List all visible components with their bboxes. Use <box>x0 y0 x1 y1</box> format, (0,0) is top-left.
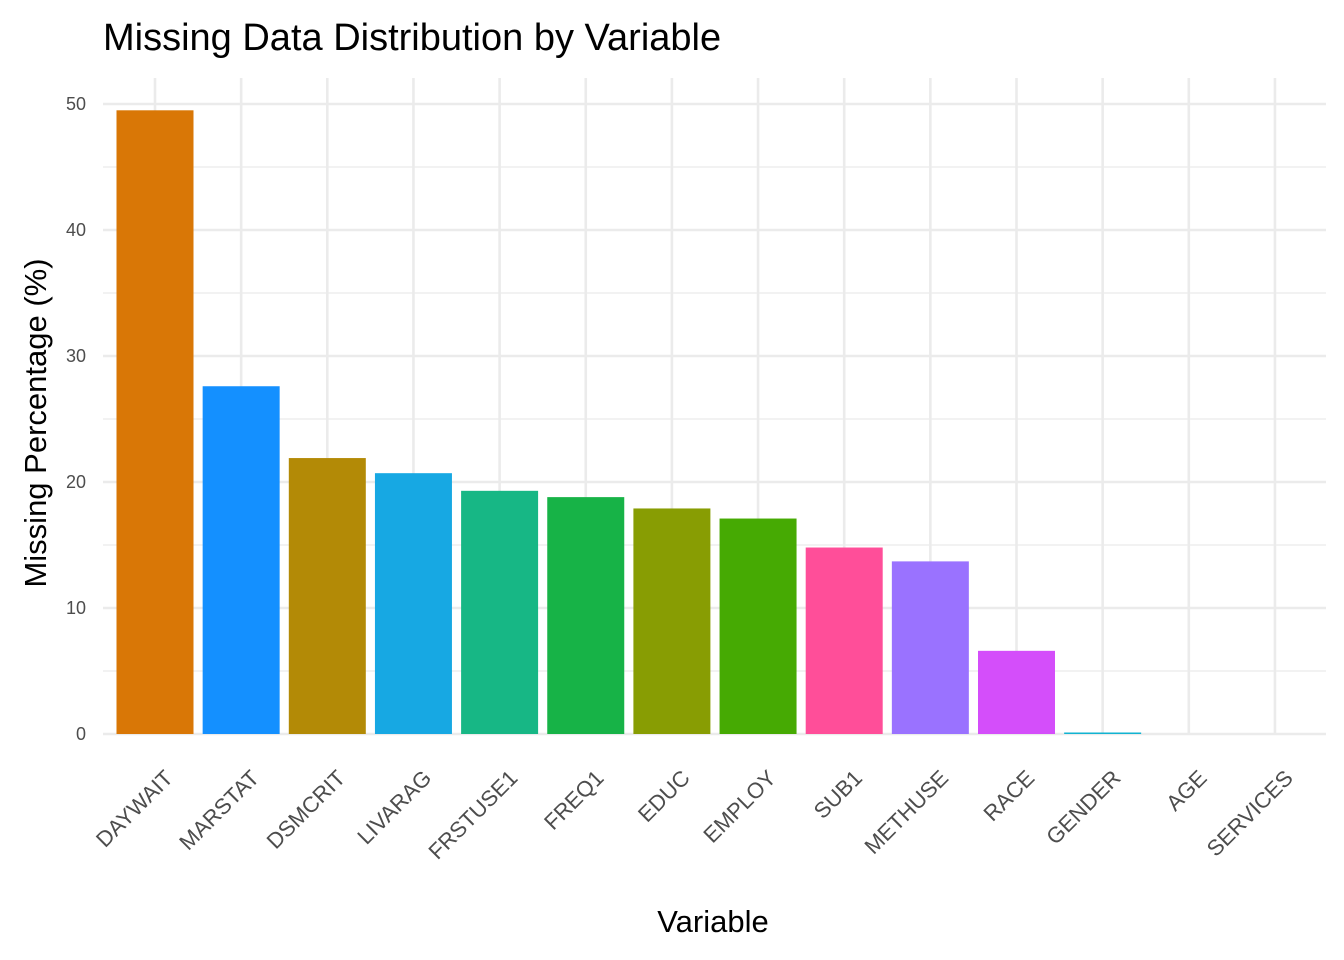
gridlines <box>103 78 1326 736</box>
bar-race <box>978 650 1055 734</box>
bar-marstat <box>202 386 280 734</box>
bar-educ <box>633 508 711 734</box>
x-tick-label: RACE <box>978 765 1039 826</box>
chart-title: Missing Data Distribution by Variable <box>103 17 721 59</box>
x-tick-label: FREQ1 <box>539 765 609 835</box>
x-tick-label: FRSTUSE1 <box>424 765 523 864</box>
x-tick-label: EDUC <box>633 765 695 827</box>
bar-livarag <box>374 473 452 734</box>
x-tick-label: METHUSE <box>859 765 953 859</box>
bar-daywait <box>116 110 194 735</box>
bars <box>116 110 1142 735</box>
bar-employ <box>719 518 797 734</box>
bar-frstuse1 <box>461 490 539 734</box>
y-axis-ticks: 0 10 20 30 40 50 <box>66 94 86 744</box>
x-tick-label: SERVICES <box>1202 765 1298 861</box>
x-tick-label: AGE <box>1161 765 1212 816</box>
y-tick-label: 50 <box>66 94 86 114</box>
x-tick-label: SUB1 <box>809 765 867 823</box>
x-tick-label: LIVARAG <box>352 765 436 849</box>
y-axis-title: Missing Percentage (%) <box>18 258 53 587</box>
bar-gender <box>1064 732 1142 734</box>
y-tick-label: 0 <box>76 724 86 744</box>
x-axis-title: Variable <box>657 904 768 939</box>
bar-freq1 <box>547 497 625 734</box>
x-tick-label: GENDER <box>1041 765 1125 849</box>
y-tick-label: 40 <box>66 220 86 240</box>
x-tick-label: EMPLOY <box>698 765 781 848</box>
y-tick-label: 10 <box>66 598 86 618</box>
bar-sub1 <box>805 547 883 734</box>
x-tick-label: MARSTAT <box>174 765 264 855</box>
bar-methuse <box>891 561 969 734</box>
bar-dsmcrit <box>288 458 366 734</box>
y-tick-label: 20 <box>66 472 86 492</box>
y-tick-label: 30 <box>66 346 86 366</box>
x-tick-label: DAYWAIT <box>91 765 178 852</box>
x-tick-label: DSMCRIT <box>262 765 351 854</box>
